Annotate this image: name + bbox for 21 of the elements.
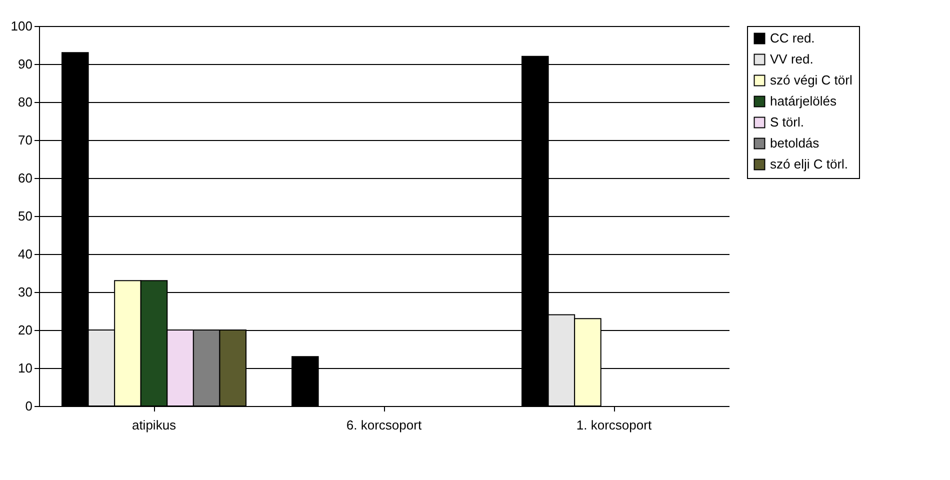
legend-label: VV red. [770,52,814,66]
legend-label: határjelölés [770,94,837,108]
legend-label: CC red. [770,30,815,46]
y-tick-label: 30 [18,284,32,300]
y-tick-label: 0 [25,398,32,414]
y-tick-label: 10 [18,360,32,376]
legend-label: S törl. [770,114,804,130]
x-tick-label: 1. korcsoport [576,418,652,432]
x-tick-label: atipikus [132,418,177,432]
x-tick-label: 6. korcsoport [346,418,422,432]
y-tick-label: 70 [18,132,32,148]
y-tick-label: 60 [18,170,32,186]
legend-label: szó elji C törl. [770,156,848,172]
legend-label: szó végi C törl [770,72,852,88]
y-tick-label: 90 [18,56,32,72]
y-tick-label: 80 [18,94,32,110]
y-tick-label: 40 [18,246,32,262]
y-tick-label: 50 [18,208,32,224]
y-tick-label: 100 [10,18,32,34]
y-tick-label: 20 [18,322,32,338]
legend-label: betoldás [770,136,820,150]
